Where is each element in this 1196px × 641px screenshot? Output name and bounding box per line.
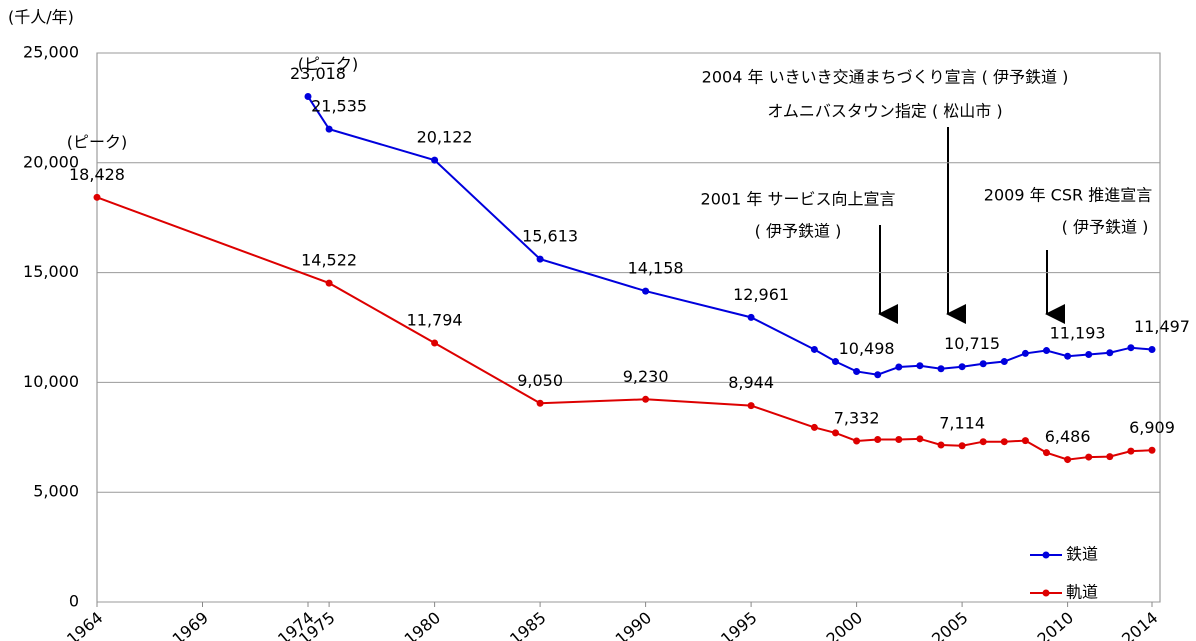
data-label: 14,158 — [628, 259, 684, 278]
annotation: ( 伊予鉄道 ) — [1062, 218, 1149, 237]
x-tick-label: 1980 — [401, 608, 444, 641]
annotation: オムニバスタウン指定 ( 松山市 ) — [767, 102, 1002, 121]
data-point — [853, 437, 861, 445]
data-point — [1106, 453, 1114, 461]
data-point — [958, 363, 966, 371]
data-point — [810, 345, 818, 353]
data-label: 14,522 — [301, 251, 357, 270]
data-point — [1064, 456, 1072, 464]
data-label: 9,230 — [623, 367, 669, 386]
series-line — [96, 196, 1153, 461]
data-label: 23,018 — [290, 64, 346, 83]
legend-label: 鉄道 — [1066, 545, 1098, 564]
data-label: 11,794 — [407, 311, 463, 330]
data-point — [304, 93, 312, 101]
data-point — [747, 402, 755, 410]
data-point — [958, 442, 966, 450]
x-tick-label: 1969 — [169, 608, 212, 641]
data-point — [937, 365, 945, 373]
data-point — [93, 193, 101, 201]
data-point — [1148, 346, 1156, 354]
y-tick-label: 15,000 — [23, 262, 79, 281]
data-point — [1106, 349, 1114, 357]
data-label: 7,332 — [834, 408, 880, 427]
annotation: 2004 年 いきいき交通まちづくり宣言 ( 伊予鉄道 ) — [702, 68, 1069, 87]
data-label: 6,909 — [1129, 418, 1175, 437]
data-point — [536, 255, 544, 263]
data-label: 7,114 — [939, 413, 985, 432]
data-point — [1064, 352, 1072, 360]
data-point — [431, 156, 439, 164]
data-label: 18,428 — [69, 165, 125, 184]
data-point — [642, 395, 650, 403]
data-point — [832, 358, 839, 366]
data-label: 21,535 — [311, 97, 367, 116]
y-axis-label: (千人/年) — [8, 8, 74, 27]
annotation: (ピーク) — [67, 133, 128, 152]
data-point — [1148, 446, 1156, 454]
data-point — [1127, 344, 1135, 352]
data-point — [325, 125, 333, 133]
data-point — [916, 435, 924, 443]
y-tick-label: 10,000 — [23, 372, 79, 391]
x-tick-label: 1964 — [63, 608, 106, 641]
annotation: 2009 年 CSR 推進宣言 — [984, 186, 1152, 205]
x-tick-label: 2000 — [823, 608, 866, 641]
data-point — [979, 360, 987, 368]
y-tick-label: 20,000 — [23, 152, 79, 171]
data-point — [1000, 438, 1008, 446]
data-point — [1000, 358, 1008, 366]
data-point — [810, 423, 818, 431]
x-tick-label: 1995 — [717, 608, 760, 641]
data-label: 12,961 — [733, 285, 789, 304]
data-point — [1021, 437, 1029, 445]
annotation: (ピーク) — [298, 55, 359, 74]
x-tick-label: 1985 — [506, 608, 549, 641]
y-tick-label: 25,000 — [23, 43, 79, 62]
data-label: 20,122 — [417, 128, 473, 147]
data-label: 8,944 — [728, 373, 774, 392]
data-point — [832, 429, 839, 437]
data-point — [1043, 449, 1050, 457]
legend-label: 軌道 — [1066, 583, 1098, 602]
data-label: 6,486 — [1045, 427, 1091, 446]
x-tick-label: 2005 — [928, 608, 971, 641]
data-label: 9,050 — [517, 371, 563, 390]
data-point — [747, 313, 755, 321]
data-point — [431, 339, 439, 347]
data-label: 10,498 — [839, 339, 895, 358]
data-label: 11,193 — [1050, 324, 1106, 343]
data-point — [895, 363, 903, 371]
data-point — [536, 399, 544, 407]
x-tick-label: 2014 — [1118, 608, 1161, 641]
y-tick-label: 0 — [69, 592, 79, 611]
annotation: ( 伊予鉄道 ) — [755, 222, 842, 241]
plot-frame — [96, 52, 1161, 603]
annotation: 2001 年 サービス向上宣言 — [701, 190, 896, 209]
y-tick-label: 5,000 — [33, 482, 79, 501]
data-point — [1021, 349, 1029, 357]
data-label: 15,613 — [522, 227, 578, 246]
data-point — [853, 367, 861, 375]
data-point — [874, 371, 882, 379]
data-point — [979, 438, 987, 446]
data-label: 10,715 — [944, 334, 1000, 353]
x-tick-label: 1990 — [612, 608, 655, 641]
data-label: 11,497 — [1134, 317, 1190, 336]
data-point — [916, 362, 924, 370]
data-point — [1127, 447, 1135, 455]
data-point — [1085, 453, 1093, 461]
data-point — [1043, 347, 1050, 355]
data-point — [642, 287, 650, 295]
data-point — [325, 279, 333, 287]
legend-marker — [1042, 589, 1050, 597]
legend-marker — [1042, 551, 1050, 559]
data-point — [874, 435, 882, 443]
x-tick-label: 2010 — [1034, 608, 1077, 641]
data-point — [1085, 351, 1093, 359]
data-point — [937, 441, 945, 449]
data-point — [895, 435, 903, 443]
